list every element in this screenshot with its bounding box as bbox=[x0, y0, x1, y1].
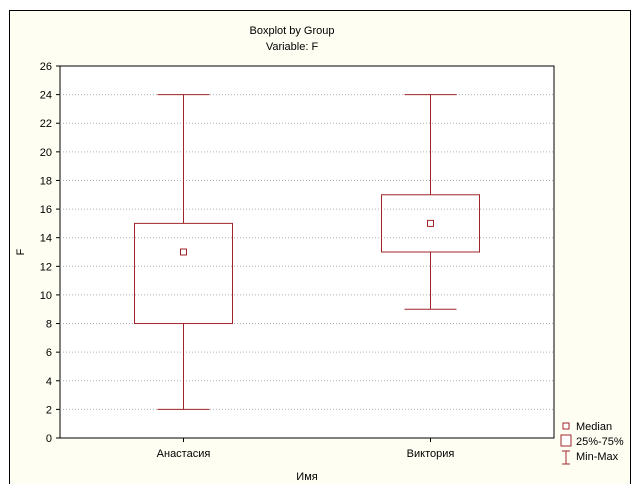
legend-label: Median bbox=[576, 421, 612, 433]
legend: Median 25%-75% Min-Max bbox=[560, 421, 624, 465]
y-tick-label: 24 bbox=[40, 90, 52, 102]
legend-label: Min-Max bbox=[576, 451, 619, 463]
y-tick-label: 26 bbox=[40, 61, 52, 73]
chart-subtitle: Variable: F bbox=[266, 41, 319, 53]
box-group-2 bbox=[381, 94, 480, 310]
median-marker bbox=[427, 219, 434, 227]
y-tick-label: 16 bbox=[40, 204, 52, 216]
y-tick-label: 22 bbox=[40, 118, 52, 130]
iqr-box bbox=[381, 194, 480, 253]
legend-box-marker bbox=[560, 434, 572, 447]
x-axis-label: Имя bbox=[296, 471, 317, 483]
y-tick-label: 14 bbox=[40, 233, 52, 245]
median-marker bbox=[180, 248, 187, 256]
legend-median-marker bbox=[562, 422, 570, 430]
boxes bbox=[134, 94, 480, 410]
y-tick-label: 4 bbox=[46, 376, 52, 388]
y-tick-label: 10 bbox=[40, 290, 52, 302]
iqr-box bbox=[134, 222, 233, 325]
box-group-1 bbox=[134, 94, 233, 410]
y-axis-label: F bbox=[15, 248, 27, 255]
x-tick-label: Виктория bbox=[407, 448, 455, 460]
x-tick-label: Анастасия bbox=[157, 448, 211, 460]
grid-layer bbox=[60, 94, 554, 410]
x-axis: Анастасия Виктория bbox=[157, 438, 455, 460]
y-tick-label: 20 bbox=[40, 147, 52, 159]
y-tick-label: 6 bbox=[46, 347, 52, 359]
y-tick-label: 12 bbox=[40, 261, 52, 273]
y-tick-label: 18 bbox=[40, 175, 52, 187]
y-tick-label: 0 bbox=[46, 433, 52, 445]
y-tick-label: 2 bbox=[46, 404, 52, 416]
y-tick-label: 8 bbox=[46, 319, 52, 331]
legend-label: 25%-75% bbox=[576, 436, 624, 448]
chart-title: Boxplot by Group bbox=[250, 25, 335, 37]
